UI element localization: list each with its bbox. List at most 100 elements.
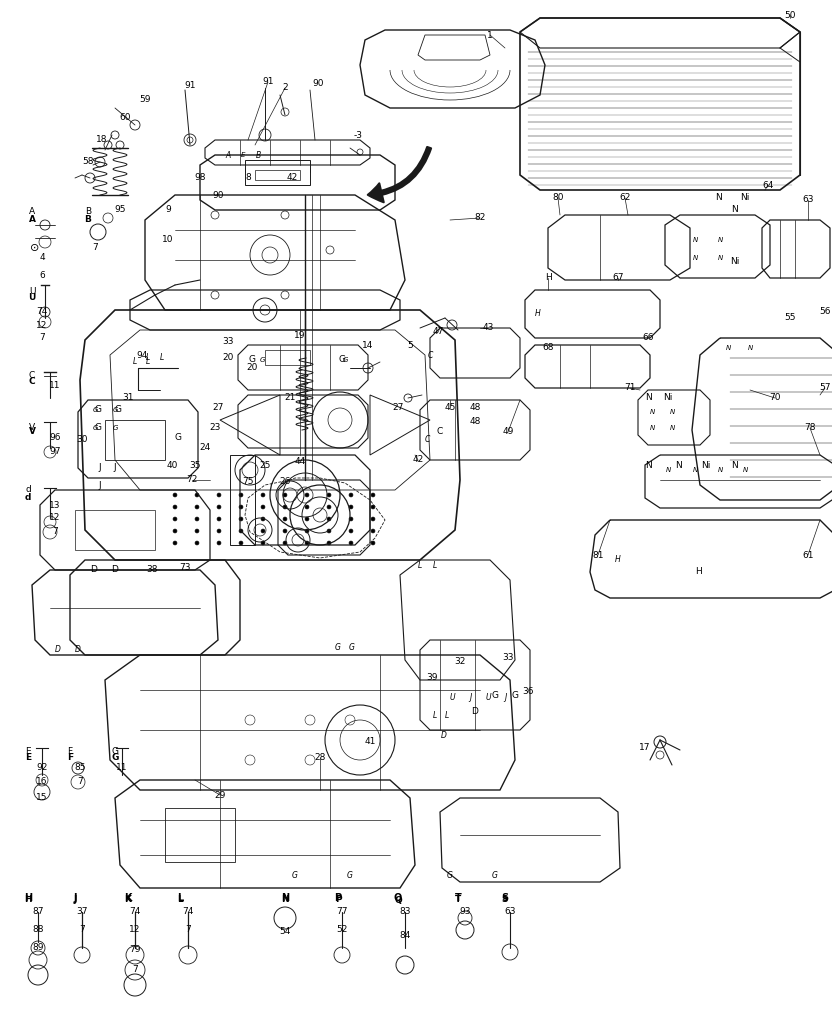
Text: 37: 37: [77, 907, 87, 916]
Text: G: G: [447, 870, 453, 880]
Text: A: A: [28, 215, 36, 224]
Text: 95: 95: [114, 206, 126, 214]
Text: Ni: Ni: [701, 461, 711, 469]
Text: 26: 26: [280, 477, 290, 486]
Circle shape: [173, 529, 177, 534]
Text: 11: 11: [49, 381, 61, 389]
Circle shape: [217, 505, 221, 509]
Text: L: L: [177, 893, 183, 903]
Text: 48: 48: [469, 403, 481, 413]
Text: 5: 5: [407, 341, 413, 349]
Text: G: G: [347, 870, 353, 880]
Text: 82: 82: [474, 213, 486, 222]
Text: -3: -3: [354, 130, 363, 139]
Text: 96: 96: [49, 433, 61, 442]
Circle shape: [239, 541, 243, 545]
Text: 17: 17: [639, 743, 651, 753]
Text: N: N: [742, 467, 748, 473]
Text: N: N: [730, 461, 737, 469]
Text: 12: 12: [49, 513, 61, 522]
Text: 7: 7: [92, 244, 98, 253]
Text: N: N: [645, 461, 651, 469]
Text: A: A: [29, 208, 35, 216]
Text: 27: 27: [212, 403, 224, 413]
Circle shape: [349, 517, 353, 521]
Text: T: T: [454, 893, 462, 903]
Text: U: U: [29, 288, 35, 297]
Text: 4: 4: [39, 254, 45, 262]
Circle shape: [327, 541, 331, 545]
Text: B: B: [255, 151, 260, 160]
Circle shape: [349, 505, 353, 509]
Text: N: N: [666, 467, 671, 473]
Text: 15: 15: [37, 794, 47, 803]
Text: 74: 74: [182, 907, 194, 916]
Text: 12: 12: [37, 321, 47, 330]
Text: 50: 50: [785, 10, 795, 19]
Text: G: G: [335, 643, 341, 652]
Text: 13: 13: [49, 501, 61, 510]
Text: C: C: [28, 378, 35, 386]
Text: 16: 16: [37, 777, 47, 786]
Text: N: N: [715, 194, 721, 203]
Text: G: G: [112, 425, 117, 431]
Text: S: S: [502, 893, 508, 903]
Text: 67: 67: [612, 273, 624, 283]
Text: E: E: [25, 754, 31, 763]
Text: 14: 14: [362, 341, 374, 349]
Text: G: G: [111, 754, 119, 763]
Text: 31: 31: [122, 393, 134, 402]
Text: L: L: [433, 711, 437, 720]
Text: V: V: [29, 424, 35, 432]
Text: 28: 28: [314, 754, 325, 763]
Text: 91: 91: [184, 81, 196, 89]
Text: J: J: [504, 693, 506, 702]
Circle shape: [173, 541, 177, 545]
Text: N: N: [670, 409, 675, 415]
Text: 83: 83: [399, 907, 411, 916]
Text: 66: 66: [642, 334, 654, 342]
Text: N: N: [717, 467, 723, 473]
Text: D: D: [91, 565, 97, 574]
Text: J: J: [99, 464, 102, 472]
Text: 58: 58: [82, 158, 94, 167]
Text: 21: 21: [285, 393, 295, 402]
Text: C: C: [437, 427, 443, 436]
Text: N: N: [645, 393, 651, 402]
Text: G: G: [92, 407, 97, 413]
Text: 72: 72: [186, 475, 198, 484]
Text: 52: 52: [336, 926, 348, 935]
Text: N: N: [670, 425, 675, 431]
Text: B: B: [85, 215, 92, 224]
Text: F: F: [67, 748, 72, 757]
Text: G: G: [512, 690, 518, 699]
Text: L: L: [445, 711, 449, 720]
Text: 6: 6: [39, 270, 45, 280]
Circle shape: [349, 529, 353, 534]
Text: G: G: [95, 406, 102, 415]
Text: Ni: Ni: [740, 194, 750, 203]
Text: 88: 88: [32, 926, 44, 935]
Text: N: N: [281, 893, 289, 903]
Text: 61: 61: [802, 551, 814, 559]
Text: B: B: [85, 208, 91, 216]
Circle shape: [195, 529, 199, 534]
Text: G: G: [349, 643, 355, 652]
Circle shape: [283, 517, 287, 521]
Text: N: N: [649, 409, 655, 415]
Text: N: N: [649, 425, 655, 431]
Text: N: N: [281, 896, 289, 904]
Text: d: d: [25, 494, 31, 503]
Text: 80: 80: [552, 194, 564, 203]
Text: E: E: [25, 748, 31, 757]
Circle shape: [261, 505, 265, 509]
Text: G: G: [342, 357, 348, 362]
Text: L: L: [133, 357, 137, 367]
Circle shape: [261, 541, 265, 545]
Text: 2: 2: [282, 84, 288, 92]
Text: D: D: [441, 730, 447, 739]
Circle shape: [305, 493, 309, 497]
Text: N: N: [675, 461, 681, 469]
Text: Ni: Ni: [663, 393, 673, 402]
Text: G: G: [260, 357, 265, 362]
